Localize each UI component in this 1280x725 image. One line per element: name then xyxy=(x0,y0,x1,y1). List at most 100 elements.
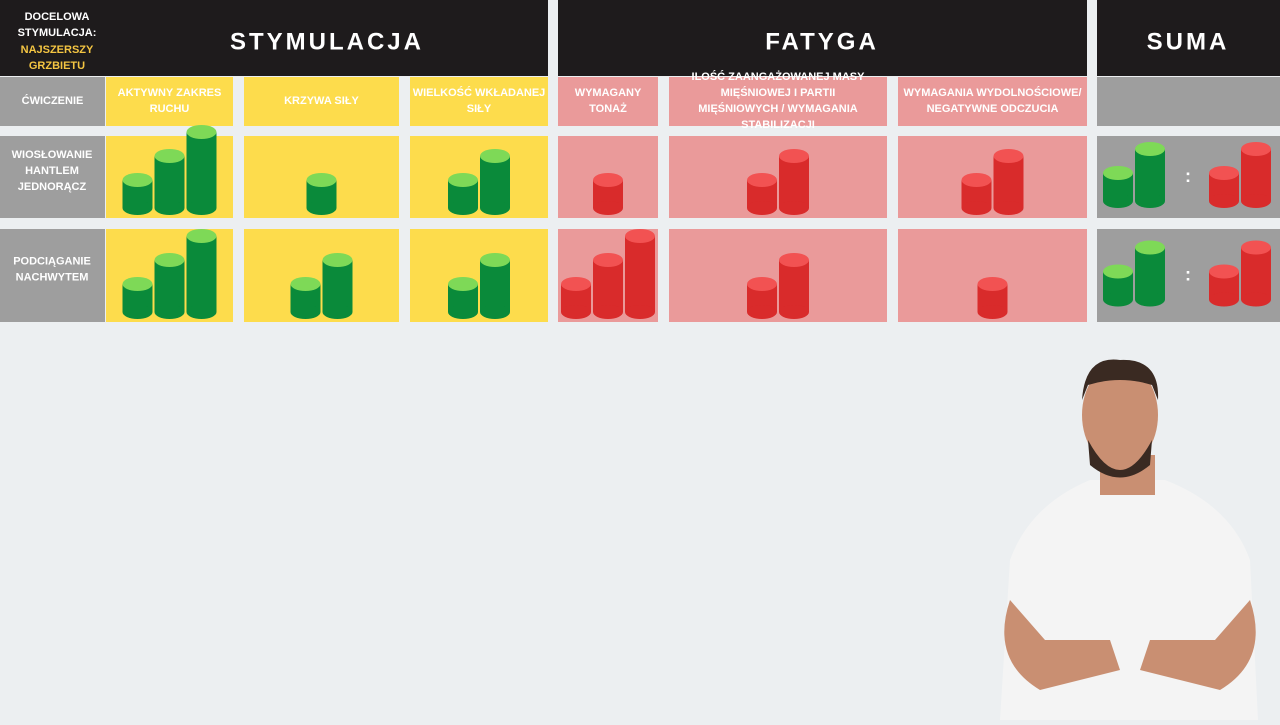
column-header-cell xyxy=(898,77,1087,126)
cylinder-group xyxy=(1103,142,1165,208)
cell xyxy=(898,136,1087,218)
group-title: FATYGA xyxy=(765,28,879,55)
cylinder xyxy=(779,260,809,312)
cylinder-top xyxy=(1103,166,1133,180)
cylinder xyxy=(480,156,510,208)
cell xyxy=(410,136,548,218)
cylinder-base xyxy=(186,305,217,319)
cylinder-group xyxy=(448,253,510,319)
cylinder-group xyxy=(290,253,353,319)
cylinder-top xyxy=(977,277,1008,291)
cell xyxy=(244,229,399,322)
cell xyxy=(669,136,887,218)
cylinder-base xyxy=(1135,194,1165,208)
cylinder-group xyxy=(122,229,217,319)
column-header-cell xyxy=(106,77,233,126)
cylinder-base xyxy=(1103,292,1133,307)
cylinder-top xyxy=(779,253,809,267)
cylinder xyxy=(779,156,809,208)
cylinder xyxy=(154,156,185,208)
cylinder-top xyxy=(290,277,321,291)
cylinder-base xyxy=(322,305,353,319)
cylinder-group xyxy=(1209,142,1271,208)
cylinder-base xyxy=(122,201,153,215)
cylinder-group xyxy=(747,253,809,319)
column-header-cell xyxy=(1097,77,1280,126)
cylinder-base xyxy=(747,305,777,319)
cylinder-base xyxy=(480,201,510,215)
cylinder-top xyxy=(779,149,809,163)
cylinder-group xyxy=(561,229,655,319)
cylinder-base xyxy=(961,201,992,215)
cylinder-top xyxy=(448,277,478,291)
cylinder-base xyxy=(1209,292,1239,307)
cylinder-group xyxy=(961,149,1024,215)
cylinder-base xyxy=(561,305,591,319)
cylinder-top xyxy=(961,173,992,187)
cell xyxy=(410,229,548,322)
cylinder xyxy=(154,260,185,312)
sum-separator: : xyxy=(1185,264,1191,284)
cylinder-base xyxy=(290,305,321,319)
cylinder-group xyxy=(747,149,809,215)
cylinder-top xyxy=(1241,240,1271,255)
cylinder-top xyxy=(322,253,353,267)
column-header-cell xyxy=(558,77,658,126)
column-header: WYMAGANIA WYDOLNOŚCIOWE/NEGATYWNE ODCZUC… xyxy=(903,86,1081,115)
column-header: KRZYWA SIŁY xyxy=(284,95,359,107)
header-cell xyxy=(0,0,548,76)
column-header: WIELKOŚĆ WKŁADANEJ SIŁY xyxy=(413,86,546,115)
cylinder-base xyxy=(593,305,623,319)
cylinder-base xyxy=(1103,194,1133,208)
cylinder xyxy=(625,236,655,312)
column-header-cell xyxy=(0,77,105,126)
exercise-name: WIOSŁOWANIE HANTLEM JEDNORĄCZ xyxy=(12,149,93,193)
cylinder-group xyxy=(122,125,217,215)
column-header-cell xyxy=(410,77,548,126)
column-header: AKTYWNY ZAKRES RUCHU xyxy=(118,87,222,115)
cylinder-base xyxy=(448,201,478,215)
cylinder-top xyxy=(154,253,185,267)
column-header: ĆWICZENIE xyxy=(22,94,84,107)
cylinder-group xyxy=(977,277,1008,319)
cylinder-group xyxy=(593,173,623,215)
cylinder-top xyxy=(1209,264,1239,279)
cylinder xyxy=(322,260,353,312)
column-header-cell xyxy=(244,77,399,126)
cylinder-base xyxy=(747,201,777,215)
cylinder-top xyxy=(154,149,185,163)
cylinder-group xyxy=(448,149,510,215)
cylinder-top xyxy=(448,173,478,187)
cylinder-base xyxy=(1241,292,1271,307)
cylinder-base xyxy=(593,201,623,215)
cylinder-base xyxy=(779,201,809,215)
cylinder-top xyxy=(993,149,1024,163)
cylinder-top xyxy=(480,253,510,267)
cylinder-base xyxy=(154,201,185,215)
cylinder-top xyxy=(122,277,153,291)
cylinder-base xyxy=(625,305,655,319)
group-title: STYMULACJA xyxy=(230,28,424,55)
cylinder xyxy=(186,132,217,208)
cylinder-base xyxy=(186,201,217,215)
cylinder-base xyxy=(1135,292,1165,307)
sum-separator: : xyxy=(1185,166,1191,186)
cylinder-top xyxy=(1103,264,1133,279)
cylinder xyxy=(1135,247,1165,300)
cylinder-group xyxy=(1103,240,1165,307)
cylinder xyxy=(1241,247,1271,300)
cylinder-base xyxy=(154,305,185,319)
column-header: ILOŚĆ ZAANGAŻOWANEJ MASY MIĘŚNIOWEJ I PAR… xyxy=(692,70,866,131)
cylinder-group xyxy=(306,173,337,215)
cylinder-top xyxy=(186,229,217,243)
cylinder xyxy=(480,260,510,312)
cell xyxy=(0,229,105,322)
header-cell xyxy=(558,0,1087,76)
cylinder xyxy=(593,260,623,312)
cylinder-top xyxy=(747,277,777,291)
target-label: DOCELOWA STYMULACJA: xyxy=(18,11,97,39)
target-muscle: NAJSZERSZY GRZBIETU xyxy=(21,44,94,72)
cylinder xyxy=(993,156,1024,208)
